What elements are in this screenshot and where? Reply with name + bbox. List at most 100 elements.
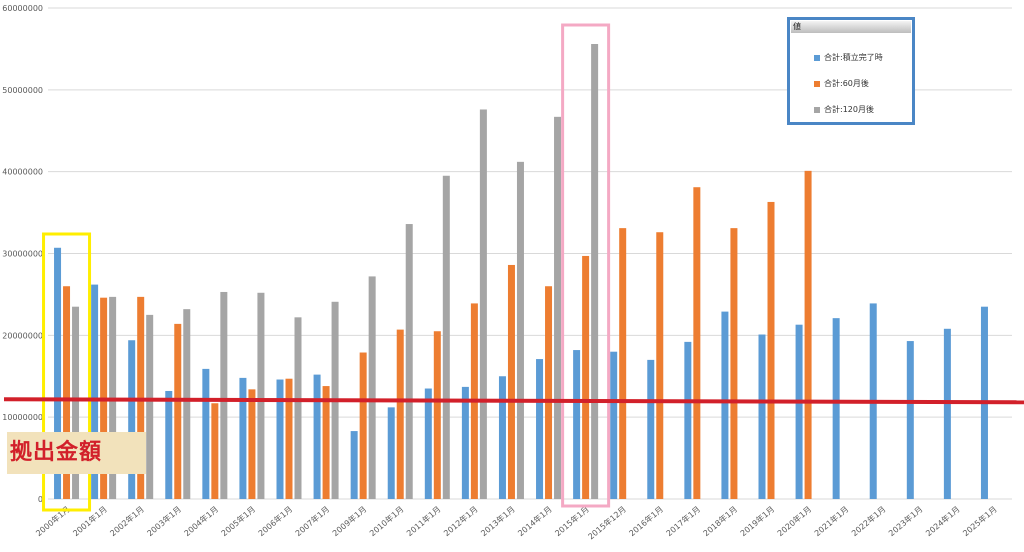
bar-1-2013年1月 xyxy=(498,376,506,499)
y-tick-label: 60000000 xyxy=(2,4,43,13)
bar-1-2024年1月 xyxy=(943,328,951,499)
x-tick-label: 2022年1月 xyxy=(849,504,887,538)
bar-2-2010年1月 xyxy=(396,329,404,499)
bar-3-2005年1月 xyxy=(257,292,265,499)
bar-1-2019年1月 xyxy=(758,334,766,499)
legend-label: 合計:120月後 xyxy=(824,105,874,114)
bar-1-2000年1月 xyxy=(54,247,62,499)
bar-3-2000年1月 xyxy=(72,306,80,499)
x-tick-label: 2003年1月 xyxy=(145,504,183,538)
x-tick-label: 2009年1月 xyxy=(330,504,368,538)
bar-1-2018年1月 xyxy=(721,311,729,499)
bar-1-2003年1月 xyxy=(165,390,173,499)
bar-2-2007年1月 xyxy=(322,386,330,499)
x-tick-label: 2021年1月 xyxy=(812,504,850,538)
overlays xyxy=(3,23,1024,512)
x-tick-label: 2025年1月 xyxy=(961,504,999,538)
x-tick-label: 2020年1月 xyxy=(775,504,813,538)
bar-1-2015年1月 xyxy=(573,350,581,499)
bar-2-2019年1月 xyxy=(767,201,775,499)
bar-3-2015年1月 xyxy=(591,44,599,500)
bar-3-2002年1月 xyxy=(146,314,154,499)
bar-3-2004年1月 xyxy=(220,291,228,499)
bar-1-2017年1月 xyxy=(684,341,692,499)
legend-swatch xyxy=(814,106,820,113)
bar-3-2014年1月 xyxy=(554,116,562,500)
bar-3-2003年1月 xyxy=(183,309,191,499)
x-tick-label: 2013年1月 xyxy=(479,504,517,538)
x-tick-label: 2017年1月 xyxy=(664,504,702,538)
x-tick-label: 2006年1月 xyxy=(256,504,294,538)
bar-3-2013年1月 xyxy=(516,161,524,499)
bar-1-2005年1月 xyxy=(239,377,247,499)
bar-2-2020年1月 xyxy=(804,170,812,499)
legend-label: 合計:積立完了時 xyxy=(824,53,883,62)
bar-1-2014年1月 xyxy=(536,359,544,499)
bar-2-2013年1月 xyxy=(507,264,515,499)
bar-3-2006年1月 xyxy=(294,317,302,499)
bar-2-2005年1月 xyxy=(248,389,256,499)
bar-3-2012年1月 xyxy=(479,109,487,500)
legend-title: 値 xyxy=(791,21,911,33)
bar-1-2009年1月 xyxy=(350,431,358,499)
bar-1-2020年1月 xyxy=(795,324,803,499)
y-tick-label: 50000000 xyxy=(2,86,43,95)
y-tick-label: 30000000 xyxy=(2,250,43,259)
bar-2-2011年1月 xyxy=(433,331,441,499)
bar-1-2023年1月 xyxy=(906,341,914,499)
bar-2-2014年1月 xyxy=(545,286,553,499)
x-tick-label: 2007年1月 xyxy=(293,504,331,538)
legend-swatch xyxy=(814,54,820,61)
legend-label: 合計:60月後 xyxy=(824,79,869,88)
bar-1-2007年1月 xyxy=(313,374,321,499)
y-tick-label: 0 xyxy=(38,495,43,504)
bar-1-2012年1月 xyxy=(461,386,469,499)
x-tick-label: 2010年1月 xyxy=(367,504,405,538)
x-tick-label: 2005年1月 xyxy=(219,504,257,538)
bar-1-2021年1月 xyxy=(832,318,840,499)
x-tick-label: 2015年1月 xyxy=(553,504,591,538)
x-tick-label: 2024年1月 xyxy=(923,504,961,538)
x-tick-label: 2014年1月 xyxy=(516,504,554,538)
y-tick-label: 40000000 xyxy=(2,168,43,177)
legend-item-series-3: 合計:120月後 xyxy=(814,104,874,115)
bar-3-2011年1月 xyxy=(442,175,450,499)
bar-3-2009年1月 xyxy=(368,276,376,499)
x-tick-label: 2018年1月 xyxy=(701,504,739,538)
bar-1-2015年12月 xyxy=(610,351,618,499)
legend: 値 合計:積立完了時 合計:60月後 合計:120月後 xyxy=(787,17,915,125)
x-tick-label: 2011年1月 xyxy=(404,504,442,538)
bar-2-2003年1月 xyxy=(174,323,182,499)
legend-item-series-2: 合計:60月後 xyxy=(814,78,869,89)
x-tick-label: 2004年1月 xyxy=(182,504,220,538)
bar-1-2006年1月 xyxy=(276,379,284,499)
y-axis: 0 10000000 20000000 30000000 40000000 5000000… xyxy=(2,4,43,504)
bar-1-2010年1月 xyxy=(387,407,395,499)
bar-3-2010年1月 xyxy=(405,224,413,500)
bar-1-2016年1月 xyxy=(647,359,655,499)
x-tick-label: 2016年1月 xyxy=(627,504,665,538)
threshold-label: 拠出金額 xyxy=(7,432,146,474)
highlight-box xyxy=(42,232,92,512)
bar-2-2006年1月 xyxy=(285,378,293,499)
bar-2-2009年1月 xyxy=(359,352,367,499)
bar-1-2001年1月 xyxy=(91,284,99,499)
bar-2-2015年12月 xyxy=(619,228,627,500)
bar-1-2004年1月 xyxy=(202,368,210,499)
legend-item-series-1: 合計:積立完了時 xyxy=(814,52,883,63)
bar-1-2011年1月 xyxy=(424,388,432,499)
y-tick-label: 20000000 xyxy=(2,331,43,340)
x-axis: 2000年1月 2001年1月 2002年1月 2003年1月 2004年1月 2005年… xyxy=(34,504,999,542)
x-tick-label: 2019年1月 xyxy=(738,504,776,538)
highlight-box xyxy=(561,23,611,508)
threshold-line xyxy=(3,397,1024,405)
bar-1-2002年1月 xyxy=(128,340,136,499)
x-tick-label: 2002年1月 xyxy=(108,504,146,538)
bar-2-2017年1月 xyxy=(693,187,701,499)
bar-2-2018年1月 xyxy=(730,228,738,500)
x-tick-label: 2012年1月 xyxy=(441,504,479,538)
bar-2-2015年1月 xyxy=(582,255,590,499)
legend-swatch xyxy=(814,80,820,87)
bar-2-2016年1月 xyxy=(656,232,664,499)
